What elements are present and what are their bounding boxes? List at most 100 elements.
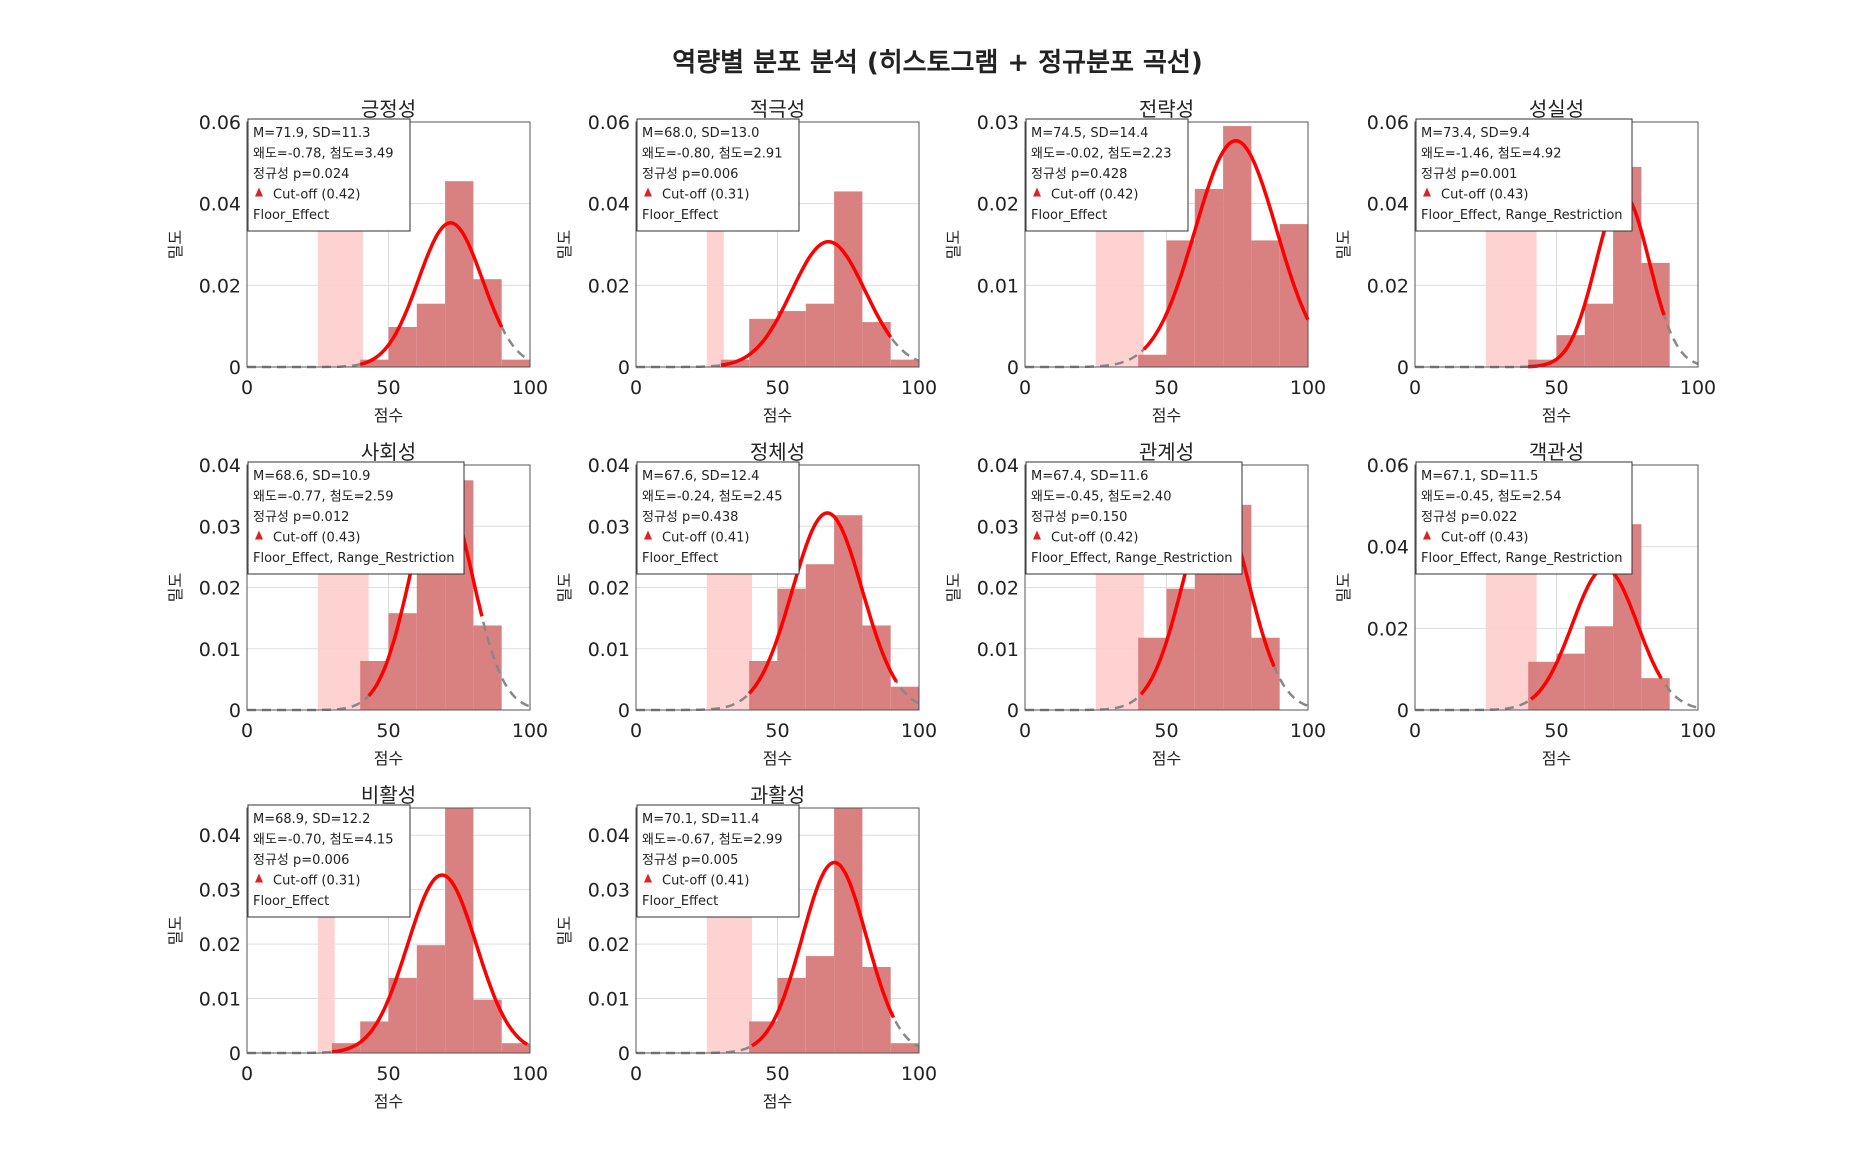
histogram-bar: [890, 1043, 919, 1053]
histogram-bar: [749, 661, 778, 710]
warning-icon: [1033, 187, 1041, 197]
annotation-cutoff: Cut-off (0.42): [1051, 531, 1138, 546]
chart-title: 관계성: [1139, 440, 1194, 464]
histogram-bar: [805, 564, 835, 710]
x-tick-label: 50: [376, 720, 400, 742]
histogram-bar: [777, 311, 806, 367]
warning-icon: [255, 873, 263, 883]
y-tick-label: 0: [618, 1043, 630, 1065]
annotation-flags: Floor_Effect, Range_Restriction: [1421, 208, 1623, 223]
y-tick-label: 0: [1397, 357, 1409, 379]
annotation-cutoff: Cut-off (0.42): [1051, 188, 1138, 203]
annotation-box: [1415, 461, 1633, 575]
y-tick-label: 0.03: [588, 516, 630, 538]
x-tick-label: 0: [1019, 377, 1031, 399]
x-tick-label: 50: [765, 1063, 789, 1085]
x-tick-label: 100: [512, 377, 548, 399]
annotation-shape: 왜도=-1.46, 첨도=4.92: [1421, 147, 1561, 162]
histogram-bar: [388, 326, 417, 367]
warning-icon: [644, 530, 652, 540]
x-tick-label: 50: [376, 377, 400, 399]
y-tick-label: 0.04: [1367, 537, 1409, 559]
y-tick-label: 0.02: [1367, 275, 1409, 297]
y-tick-label: 0.03: [199, 880, 241, 902]
annotation-cutoff: Cut-off (0.41): [662, 874, 749, 889]
y-tick-label: 0.04: [1367, 194, 1409, 216]
y-tick-label: 0: [229, 1043, 241, 1065]
annotation-cutoff: Cut-off (0.31): [273, 874, 360, 889]
annotation-cutoff: Cut-off (0.43): [1441, 531, 1528, 546]
chart-title: 비활성: [361, 783, 416, 807]
warning-icon: [644, 873, 652, 883]
y-tick-label: 0.02: [199, 275, 241, 297]
x-tick-label: 0: [241, 720, 253, 742]
x-axis-label: 점수: [1152, 749, 1181, 768]
chart-title: 적극성: [750, 97, 805, 121]
x-axis-label: 점수: [374, 749, 403, 768]
annotation-shape: 왜도=-0.80, 첨도=2.91: [642, 147, 782, 162]
x-tick-label: 50: [765, 377, 789, 399]
annotation-normality: 정규성 p=0.005: [642, 853, 738, 868]
histogram-bar: [1528, 359, 1557, 367]
normal-curve: [1142, 139, 1310, 351]
warning-icon: [255, 187, 263, 197]
annotation-flags: Floor_Effect, Range_Restriction: [1031, 551, 1233, 566]
histogram-bar: [1251, 240, 1280, 367]
y-tick-label: 0.03: [199, 516, 241, 538]
y-axis-label: 밀도: [944, 230, 963, 259]
x-tick-label: 100: [1680, 720, 1716, 742]
x-tick-label: 100: [901, 1063, 937, 1085]
histogram-bar: [862, 966, 891, 1053]
y-tick-label: 0.02: [588, 275, 630, 297]
chart-title: 정체성: [750, 440, 805, 464]
x-tick-label: 50: [765, 720, 789, 742]
normal-curve: [720, 239, 893, 368]
annotation-box: [1025, 118, 1189, 232]
annotation-box: [636, 804, 800, 918]
y-tick-label: 0.06: [199, 112, 241, 134]
histogram-bar: [777, 977, 806, 1053]
x-tick-label: 0: [630, 720, 642, 742]
chart-title: 객관성: [1529, 440, 1584, 464]
x-tick-label: 100: [512, 1063, 548, 1085]
x-tick-label: 50: [1544, 377, 1568, 399]
annotation-stats: M=73.4, SD=9.4: [1421, 126, 1530, 141]
annotation-cutoff: Cut-off (0.42): [273, 188, 360, 203]
y-axis-label: 밀도: [166, 573, 185, 602]
y-tick-label: 0.04: [588, 194, 630, 216]
x-axis-label: 점수: [763, 1092, 792, 1111]
y-tick-label: 0.02: [1367, 618, 1409, 640]
annotation-cutoff: Cut-off (0.41): [662, 531, 749, 546]
x-axis-label: 점수: [1542, 749, 1571, 768]
x-tick-label: 50: [1154, 377, 1178, 399]
annotation-stats: M=71.9, SD=11.3: [253, 126, 370, 141]
annotation-box: [1025, 461, 1243, 575]
annotation-shape: 왜도=-0.77, 첨도=2.59: [253, 490, 393, 505]
histogram-bar: [416, 303, 446, 367]
annotation-stats: M=70.1, SD=11.4: [642, 812, 759, 827]
normal-curve: [751, 860, 896, 1048]
y-tick-label: 0.04: [199, 825, 241, 847]
y-tick-label: 0.04: [199, 455, 241, 477]
y-tick-label: 0: [1007, 357, 1019, 379]
x-tick-label: 0: [630, 1063, 642, 1085]
histogram-bar: [1166, 588, 1195, 710]
chart-title: 과활성: [750, 783, 805, 807]
annotation-flags: Floor_Effect, Range_Restriction: [1421, 551, 1623, 566]
histogram-bar: [1223, 126, 1252, 367]
x-axis-label: 점수: [374, 406, 403, 425]
y-tick-label: 0.04: [588, 825, 630, 847]
annotation-normality: 정규성 p=0.428: [1031, 167, 1127, 182]
annotation-normality: 정규성 p=0.438: [642, 510, 738, 525]
annotation-box: [247, 461, 465, 575]
y-tick-label: 0.01: [199, 989, 241, 1011]
x-tick-label: 0: [630, 377, 642, 399]
y-tick-label: 0.03: [588, 880, 630, 902]
annotation-normality: 정규성 p=0.024: [253, 167, 349, 182]
y-tick-label: 0: [1397, 700, 1409, 722]
x-tick-label: 0: [241, 377, 253, 399]
x-tick-label: 0: [1019, 720, 1031, 742]
